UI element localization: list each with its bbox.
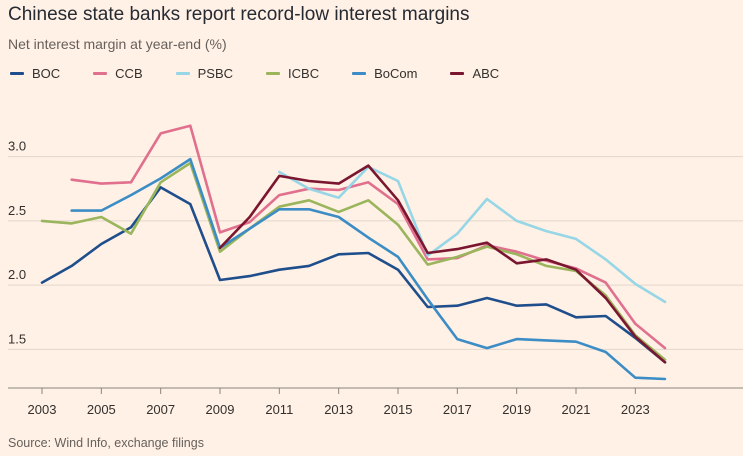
legend-item-icbc: ICBC bbox=[266, 66, 319, 81]
series-line-icbc bbox=[40, 161, 667, 361]
legend-label: CCB bbox=[115, 66, 143, 81]
x-tick-label: 2017 bbox=[443, 402, 472, 417]
legend-swatch bbox=[10, 72, 24, 75]
chart-legend: BOC CCB PSBC ICBC BoCom ABC bbox=[10, 66, 532, 81]
legend-swatch bbox=[266, 72, 281, 75]
legend-item-abc: ABC bbox=[450, 66, 499, 81]
series-line-abc bbox=[218, 164, 667, 364]
legend-label: ICBC bbox=[288, 66, 320, 81]
x-tick-label: 2003 bbox=[28, 402, 57, 417]
legend-label: ABC bbox=[472, 66, 500, 81]
legend-item-bocom: BoCom bbox=[352, 66, 417, 81]
chart-subtitle: Net interest margin at year-end (%) bbox=[8, 36, 227, 52]
legend-swatch bbox=[175, 72, 190, 75]
series-line-boc bbox=[40, 186, 667, 364]
legend-label: BoCom bbox=[374, 66, 418, 81]
x-tick-label: 2007 bbox=[146, 402, 175, 417]
x-tick-label: 2009 bbox=[206, 402, 235, 417]
x-tick-label: 2005 bbox=[87, 402, 116, 417]
series-line-psbc bbox=[278, 165, 667, 304]
x-tick-label: 2015 bbox=[384, 402, 413, 417]
x-tick-label: 2011 bbox=[265, 402, 293, 417]
legend-swatch bbox=[352, 72, 367, 75]
series-line-bocom bbox=[70, 157, 667, 381]
y-tick-label: 2.5 bbox=[8, 203, 26, 218]
legend-item-ccb: CCB bbox=[93, 66, 143, 81]
legend-label: PSBC bbox=[197, 66, 234, 81]
x-tick-label: 2023 bbox=[621, 402, 650, 417]
x-tick-label: 2013 bbox=[324, 402, 353, 417]
source-note: Source: Wind Info, exchange filings bbox=[8, 436, 204, 450]
y-tick-label: 3.0 bbox=[8, 139, 26, 154]
legend-swatch bbox=[93, 72, 108, 75]
x-tick-label: 2019 bbox=[502, 402, 531, 417]
legend-label: BOC bbox=[32, 66, 61, 81]
legend-swatch bbox=[450, 72, 465, 75]
legend-item-boc: BOC bbox=[10, 66, 60, 81]
x-tick-label: 2021 bbox=[562, 402, 591, 417]
legend-item-psbc: PSBC bbox=[175, 66, 234, 81]
y-tick-label: 1.5 bbox=[8, 331, 26, 346]
y-tick-label: 2.0 bbox=[8, 267, 26, 282]
chart-title: Chinese state banks report record-low in… bbox=[8, 4, 470, 25]
